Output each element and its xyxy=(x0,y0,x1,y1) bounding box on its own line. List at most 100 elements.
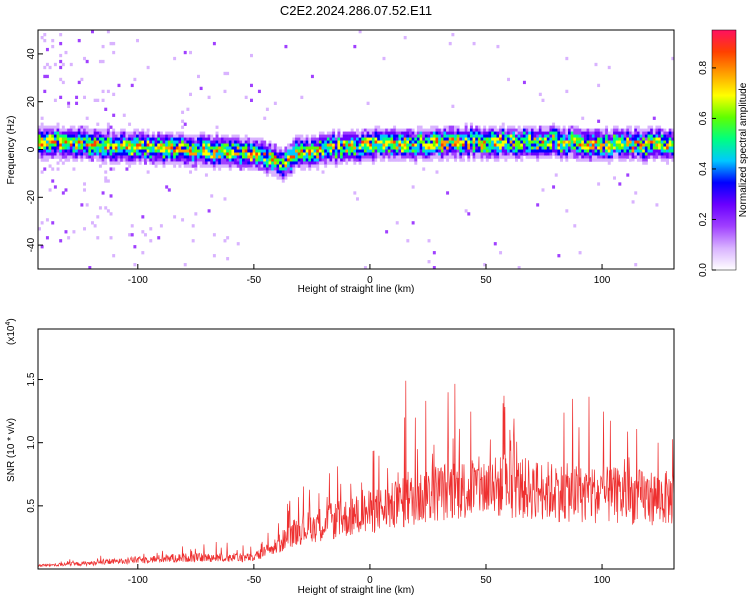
spectrogram-cell xyxy=(438,155,442,159)
spectrogram-cell xyxy=(628,137,632,141)
spectrogram-cell xyxy=(67,152,71,156)
spectrogram-y-label: Frequency (Hz) xyxy=(6,116,17,185)
spectrogram-cell xyxy=(292,158,296,162)
spectrogram-cell xyxy=(366,158,370,162)
spectrogram-cell xyxy=(390,143,394,147)
spectrogram-cell xyxy=(406,143,410,147)
spectrogram-cell xyxy=(443,125,447,129)
spectrogram-cell xyxy=(469,137,473,141)
spectrogram-cell xyxy=(464,143,468,147)
spectrogram-cell xyxy=(636,125,640,129)
spectrogram-cell xyxy=(475,146,479,150)
spectrogram-cell xyxy=(85,203,89,207)
spectrogram-cell xyxy=(424,137,428,141)
spectrogram-cell xyxy=(658,137,662,141)
spectrogram-cell xyxy=(263,152,267,156)
spectrogram-cell xyxy=(483,143,487,147)
spectrogram-cell xyxy=(334,140,338,144)
x-tick-label: -50 xyxy=(247,275,262,286)
spectrogram-cell xyxy=(83,152,86,156)
spectrogram-cell xyxy=(80,146,84,150)
spectrogram-cell xyxy=(215,143,219,147)
spectrogram-cell xyxy=(279,170,283,174)
spectrogram-cell xyxy=(628,128,632,132)
spectrogram-cell xyxy=(554,137,558,141)
spectrogram-cell xyxy=(536,149,540,153)
spectrogram-cell xyxy=(284,173,288,177)
spectrogram-cell xyxy=(597,143,601,147)
spectrogram-cell xyxy=(536,203,540,207)
spectrogram-cell xyxy=(183,155,187,159)
spectrogram-cell xyxy=(308,149,312,153)
spectrogram-cell xyxy=(83,182,86,186)
spectrogram-cell xyxy=(239,149,243,153)
spectrogram-cell xyxy=(340,149,344,153)
spectrogram-cell xyxy=(273,158,277,162)
spectrogram-cell xyxy=(501,122,505,126)
spectrogram-cell xyxy=(337,161,341,165)
spectrogram-x-ticks: -100 -50 0 50 100 xyxy=(128,264,611,286)
spectrogram-cell xyxy=(56,137,60,141)
spectrogram-cell xyxy=(96,152,100,156)
spectrogram-cell xyxy=(154,146,158,150)
spectrogram-cell xyxy=(554,140,558,144)
spectrogram-cell xyxy=(101,131,105,135)
spectrogram-cell xyxy=(440,128,444,132)
spectrogram-cell xyxy=(515,143,518,147)
spectrogram-cell xyxy=(443,146,447,150)
spectrogram-cell xyxy=(586,140,590,144)
spectrogram-cell xyxy=(350,140,354,144)
spectrogram-cell xyxy=(64,137,68,141)
spectrogram-cell xyxy=(401,146,404,150)
spectrogram-cell xyxy=(279,152,283,156)
spectrogram-cell xyxy=(464,131,468,135)
spectrogram-cell xyxy=(281,158,285,162)
spectrogram-cell xyxy=(215,134,219,138)
spectrogram-cell xyxy=(263,140,267,144)
spectrogram-cell xyxy=(61,137,65,141)
spectrogram-cell xyxy=(422,128,426,132)
spectrogram-cell xyxy=(578,128,582,132)
spectrogram-cell xyxy=(647,155,651,159)
spectrogram-cell xyxy=(242,158,245,162)
spectrogram-cell xyxy=(326,158,330,162)
spectrogram-cell xyxy=(75,158,79,162)
spectrogram-cell xyxy=(607,131,611,135)
spectrogram-cell xyxy=(525,143,529,147)
spectrogram-cell xyxy=(602,146,606,150)
spectrogram-cell xyxy=(226,140,230,144)
spectrogram-cell xyxy=(491,143,495,147)
x-tick-label: 100 xyxy=(594,275,611,286)
spectrogram-cell xyxy=(101,137,105,141)
spectrogram-cell xyxy=(475,155,479,159)
spectrogram-cell xyxy=(234,137,238,141)
spectrogram-cell xyxy=(472,134,476,138)
spectrogram-cell xyxy=(212,164,216,168)
spectrogram-cell xyxy=(250,137,253,141)
spectrogram-cell xyxy=(263,143,267,147)
spectrogram-cell xyxy=(303,140,306,144)
spectrogram-cell xyxy=(634,143,638,147)
spectrogram-cell xyxy=(45,47,49,52)
spectrogram-cell xyxy=(255,152,259,156)
spectrogram-cell xyxy=(393,149,397,153)
spectrogram-cell xyxy=(48,128,52,132)
spectrogram-cell xyxy=(69,146,73,150)
spectrogram-cell xyxy=(642,161,646,165)
spectrogram-cell xyxy=(562,134,566,138)
spectrogram-cell xyxy=(292,152,296,156)
spectrogram-cell xyxy=(565,140,569,144)
spectrogram-cell xyxy=(348,155,351,159)
spectrogram-cell xyxy=(69,152,73,156)
spectrogram-cell xyxy=(483,134,487,138)
spectrogram-cell xyxy=(40,221,44,225)
spectrogram-cell xyxy=(467,212,471,216)
spectrogram-cell xyxy=(257,152,261,156)
spectrogram-cell xyxy=(512,125,516,129)
spectrogram-cell xyxy=(64,230,68,234)
spectrogram-cell xyxy=(207,149,211,153)
spectrogram-cell xyxy=(501,152,505,156)
spectrogram-cell xyxy=(353,44,357,49)
spectrogram-cell xyxy=(363,128,367,132)
spectrogram-cell xyxy=(120,128,124,132)
